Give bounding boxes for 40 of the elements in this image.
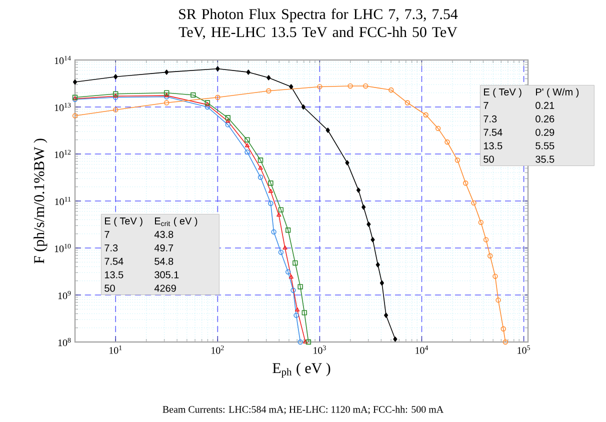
- annotation: E ( TeV ): [484, 88, 522, 98]
- annotation: 7: [104, 231, 110, 238]
- annotation: 43.8: [154, 230, 174, 238]
- x-tick-label: 10$^{2}$: [212, 346, 224, 354]
- annotation: 50: [104, 284, 115, 292]
- x-tick-label: 10$^{1}$: [110, 346, 122, 354]
- text: 0.21: [536, 102, 554, 109]
- y-tick-label: 10$^{10}$: [54, 244, 71, 252]
- annotation: 54.8: [154, 258, 174, 265]
- y-tick-label: 10$^{9}$: [58, 290, 71, 300]
- annotation: 49.7: [154, 244, 174, 252]
- y-tick-label: 10$^{11}$: [55, 196, 71, 206]
- annotation: 7.54: [104, 258, 124, 265]
- text: 0.26: [536, 115, 554, 122]
- annotation: 7.3: [484, 115, 497, 122]
- y-tick-label: 10$^{12}$: [54, 150, 71, 158]
- annotation: 7.3: [104, 244, 118, 252]
- y-tick-label: 10$^{14}$: [54, 56, 71, 64]
- x-tick-label: 10$^{5}$: [518, 346, 530, 354]
- text: 0.29: [536, 128, 554, 136]
- annotation: 4269: [154, 284, 176, 292]
- x-tick-label: 10$^{3}$: [314, 346, 326, 354]
- y-tick-label: 10$^{13}$: [54, 102, 71, 112]
- annotation: 7.54: [484, 128, 502, 136]
- text: Beam Currents: LHC:584 mA; HE-LHC: 1120 mA; FCC-hh: 500 mA: [162, 406, 444, 414]
- text: 5.55: [536, 142, 554, 150]
- chart-title: SR Photon Flux Spectra for LHC 7, 7.3, 7.54 TeV, HE-LHC 13.5 TeV and FCC-hh 50 TeV: [178, 8, 458, 40]
- annotation: 13.5: [104, 271, 124, 278]
- annotation: E$_{crit}$ ( eV ): [155, 217, 198, 226]
- x-axis-title: E$_{ph}$ ( eV ): [272, 362, 330, 378]
- y-tick-label: 10$^{8}$: [58, 338, 71, 346]
- annotation: 50: [484, 156, 494, 163]
- text: P' ( W/m ): [536, 88, 579, 98]
- annotation: E ( TeV ): [105, 217, 142, 226]
- x-tick-label: 10$^{4}$: [416, 346, 428, 354]
- annotation: 13.5: [484, 142, 502, 150]
- y-axis-title: F (ph/s/m/0.1%BW ): [34, 138, 48, 264]
- annotation: 7: [484, 102, 488, 109]
- annotation: 305.1: [154, 271, 179, 278]
- text: 35.5: [536, 156, 554, 163]
